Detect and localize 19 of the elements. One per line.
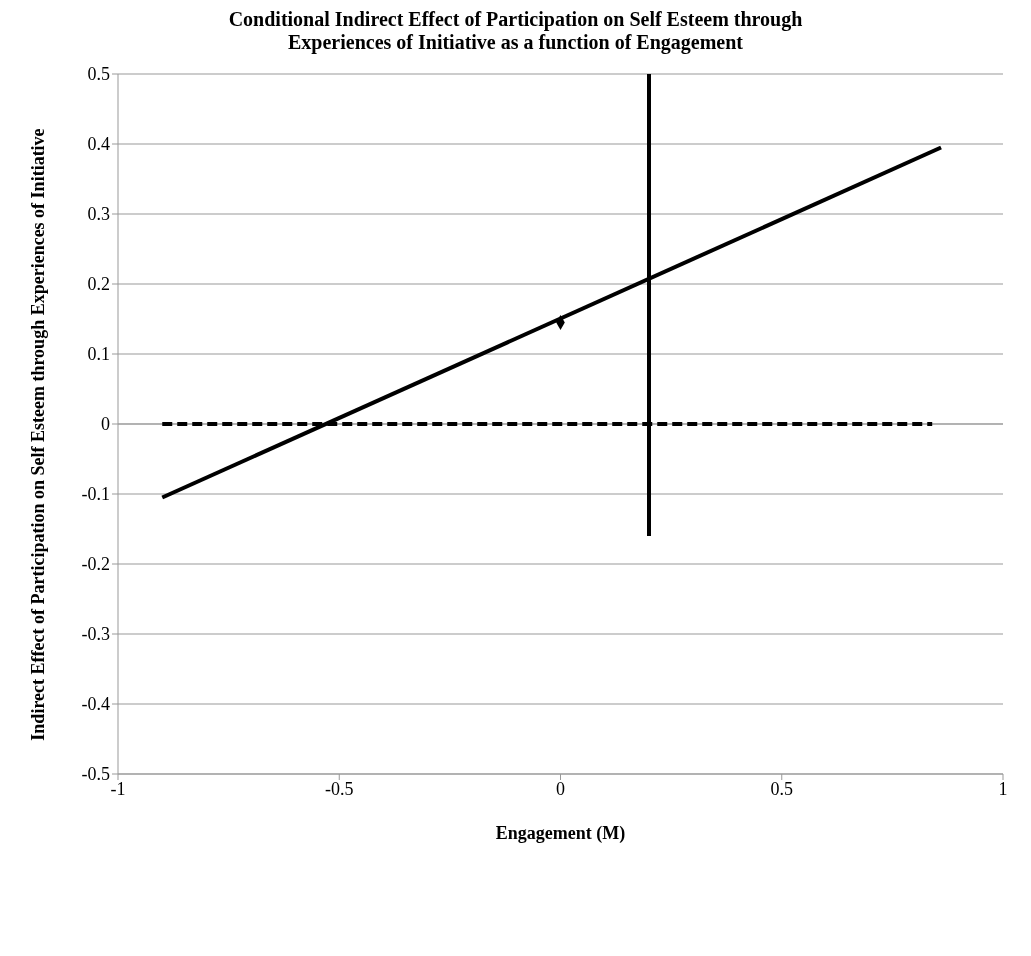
y-tick-label: 0.5	[87, 64, 110, 85]
x-tick-label: -0.5	[325, 778, 354, 799]
y-tick-label: 0.3	[87, 204, 110, 225]
chart-title: Conditional Indirect Effect of Participation on Self Esteem through Experiences of Initiative as a function of Engagement	[227, 8, 804, 54]
x-tick-label: 0	[556, 778, 565, 799]
y-tick-label: -0.1	[81, 484, 110, 505]
y-tick-label: -0.3	[81, 624, 110, 645]
x-axis-title: Engagement (M)	[495, 823, 626, 844]
y-tick-label: 0.4	[87, 134, 110, 155]
y-axis-title: Indirect Effect of Participation on Self Esteem through Experiences of Initiative	[27, 126, 49, 743]
y-tick-label: -0.4	[81, 694, 110, 715]
y-tick-label: 0.1	[87, 344, 110, 365]
y-tick-label: -0.2	[81, 554, 110, 575]
y-tick-label: -0.5	[81, 764, 110, 785]
y-tick-label: 0.2	[87, 274, 110, 295]
x-tick-label: 1	[998, 778, 1008, 799]
x-tick-label: 0.5	[770, 778, 793, 799]
y-tick-label: 0	[101, 414, 110, 435]
x-tick-label: -1	[110, 778, 126, 799]
